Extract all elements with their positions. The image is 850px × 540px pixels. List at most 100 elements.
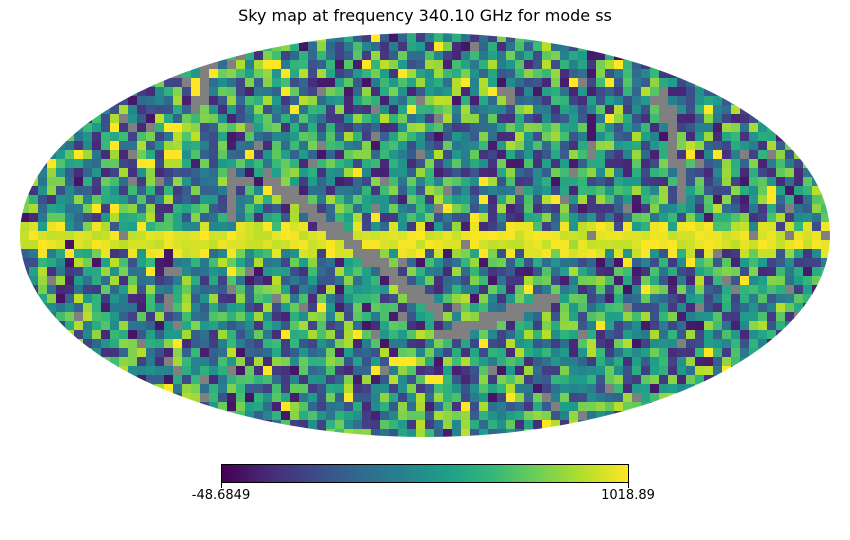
map-pixel [245,330,255,340]
map-pixel [371,348,381,358]
map-pixel [461,429,471,437]
map-pixel [524,384,534,394]
map-pixel [587,114,597,124]
map-pixel [398,357,408,367]
map-pixel [614,285,624,295]
map-pixel [263,69,273,79]
map-pixel [155,159,165,169]
map-pixel [398,168,408,178]
map-pixel [56,150,66,160]
map-pixel [353,339,363,349]
map-pixel [632,321,642,331]
map-pixel [479,402,489,412]
map-pixel [461,357,471,367]
map-pixel [299,168,309,178]
map-pixel [614,177,624,187]
map-pixel [524,87,534,97]
map-pixel [569,285,579,295]
map-pixel [776,267,786,277]
map-pixel [614,267,624,277]
map-pixel [434,123,444,133]
map-pixel [605,168,615,178]
map-pixel [776,330,786,340]
map-pixel [749,285,759,295]
map-pixel [119,186,129,196]
map-pixel [443,294,453,304]
map-pixel [425,159,435,169]
map-pixel [479,123,489,133]
map-pixel [335,96,345,106]
map-pixel [596,60,606,70]
map-pixel [74,168,84,178]
map-pixel [812,195,822,205]
map-pixel [551,294,561,304]
map-pixel [209,357,219,367]
map-pixel [20,267,30,277]
map-pixel [263,141,273,151]
map-pixel [452,312,462,322]
map-pixel [461,177,471,187]
map-pixel [785,258,795,268]
map-pixel [263,393,273,403]
map-pixel [650,114,660,124]
map-pixel [767,213,777,223]
map-pixel [524,312,534,322]
map-pixel [119,285,129,295]
map-pixel [659,123,669,133]
map-pixel [713,168,723,178]
map-pixel [596,168,606,178]
map-pixel [461,420,471,430]
map-pixel [488,213,498,223]
map-pixel [380,303,390,313]
map-pixel [632,132,642,142]
map-pixel [515,150,525,160]
map-pixel [191,294,201,304]
map-pixel [650,348,660,358]
map-pixel [236,240,246,250]
map-pixel [47,222,57,232]
map-pixel [389,204,399,214]
map-pixel [191,348,201,358]
map-pixel [668,159,678,169]
map-pixel [731,150,741,160]
map-pixel [623,141,633,151]
map-pixel [56,312,66,322]
map-pixel [488,33,498,43]
map-pixel [380,195,390,205]
map-pixel [605,195,615,205]
map-pixel [461,159,471,169]
map-pixel [353,42,363,52]
map-pixel [110,159,120,169]
map-pixel [281,339,291,349]
map-pixel [650,150,660,160]
map-pixel [353,294,363,304]
map-pixel [236,132,246,142]
map-pixel [317,231,327,241]
map-pixel [578,348,588,358]
map-pixel [812,177,822,187]
map-pixel [371,384,381,394]
map-pixel [299,357,309,367]
map-pixel [785,186,795,196]
map-pixel [263,312,273,322]
map-pixel [155,267,165,277]
map-pixel [497,339,507,349]
map-pixel [488,177,498,187]
map-pixel [317,186,327,196]
map-pixel [758,186,768,196]
map-pixel [263,177,273,187]
map-pixel [263,123,273,133]
map-pixel [263,186,273,196]
map-pixel [65,294,75,304]
map-pixel [281,366,291,376]
map-pixel [56,321,66,331]
map-pixel [542,240,552,250]
map-pixel [650,267,660,277]
map-pixel [533,321,543,331]
map-pixel [56,195,66,205]
map-pixel [704,339,714,349]
map-pixel [254,195,264,205]
map-pixel [668,114,678,124]
map-pixel [596,51,606,61]
map-pixel [740,258,750,268]
